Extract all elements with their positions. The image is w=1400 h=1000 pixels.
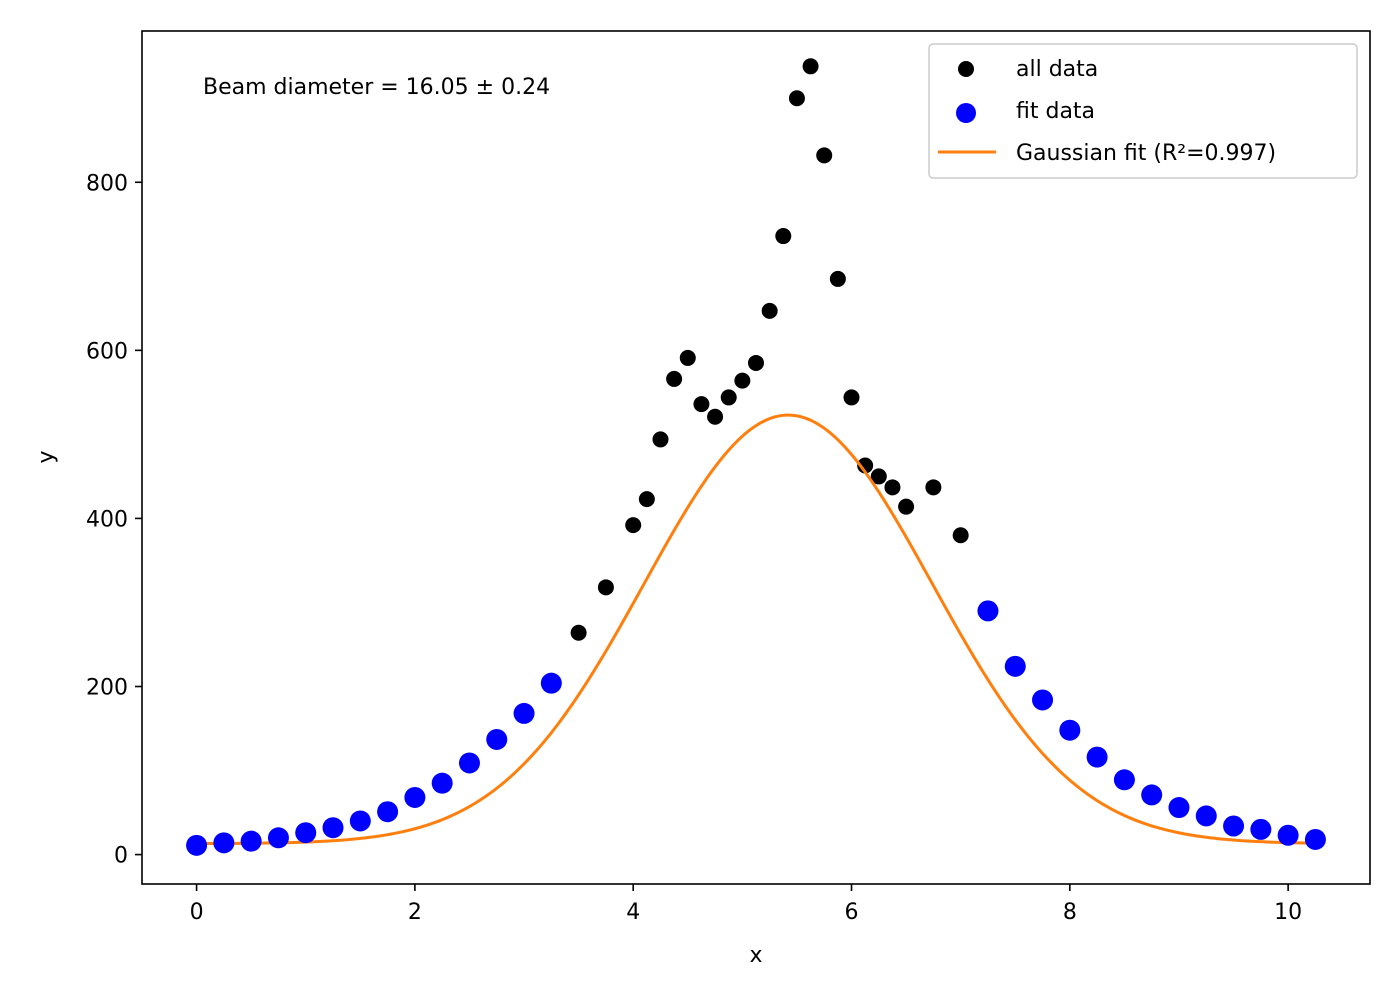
fit-data-point [458,752,480,774]
all-data-point [857,457,874,474]
fit-data-point [1086,746,1108,768]
all-data-point [638,491,655,508]
legend-marker-all-data [958,61,974,77]
x-axis-label: x [749,943,762,968]
fit-data-point [1277,824,1299,846]
all-data-point [693,396,710,413]
fit-data-point [1004,655,1026,677]
all-data-point [925,479,942,496]
all-data-point [775,228,792,245]
x-tick-label: 10 [1274,900,1302,925]
all-data-point [843,389,860,406]
y-tick-label: 800 [86,171,128,196]
y-axis-label: y [34,450,59,463]
y-tick-label: 0 [114,844,128,869]
all-data-point [625,517,642,534]
fit-data-point [377,801,399,823]
all-data-point [898,498,915,515]
all-data-point [870,468,887,485]
all-data-point [802,58,819,75]
fit-data-point [1059,719,1081,741]
fit-data-point [486,728,508,750]
all-data-point [761,302,778,319]
fit-data-point [267,827,289,849]
fit-data-point [295,822,317,844]
fit-data-point [1223,815,1245,837]
all-data-point [829,270,846,287]
fit-data-point [977,600,999,622]
legend-label-gaussian-fit: Gaussian fit (R²=0.997) [1016,141,1276,166]
x-tick-label: 8 [1063,900,1077,925]
fit-data-point [1304,828,1326,850]
all-data-point [666,370,683,387]
gaussian-fit-line [196,413,1316,846]
x-tick-label: 0 [190,900,204,925]
legend: all data fit data Gaussian fit (R²=0.997… [928,43,1358,179]
legend-marker-fit-data [956,103,976,123]
x-axis: 0 2 4 6 8 10 [190,884,1302,925]
y-axis: 0 200 400 600 800 [86,171,142,869]
beam-diameter-annotation: Beam diameter = 16.05 ± 0.24 [203,75,550,100]
all-data-point [679,349,696,366]
y-tick-label: 200 [86,676,128,701]
fit-data-point [1032,689,1054,711]
fit-data-point [186,834,208,856]
x-tick-label: 6 [845,900,859,925]
all-data-point [884,479,901,496]
legend-box [928,43,1358,179]
fit-data-point [404,786,426,808]
y-tick-label: 600 [86,339,128,364]
fit-data-point [1113,769,1135,791]
plot-frame [141,30,1371,885]
all-data-point [597,579,614,596]
fit-data-point [1195,805,1217,827]
all-data-point [748,354,764,371]
fit-data-point [1141,784,1163,806]
all-data-point [720,389,737,406]
all-data-point [570,624,587,641]
fit-data-point [513,702,535,724]
legend-label-fit-data: fit data [1016,99,1095,124]
y-tick-label: 400 [86,507,128,532]
x-tick-label: 4 [626,900,640,925]
all-data-point [952,527,969,544]
fit-data-point [349,810,371,832]
all-data-point [734,372,751,389]
all-data-point [652,431,669,448]
x-tick-label: 2 [408,900,422,925]
fit-data-point [1168,797,1190,819]
all-data-point [788,90,805,107]
legend-label-all-data: all data [1016,57,1098,82]
plot-marks [186,58,1326,856]
fit-data-point [322,817,344,839]
fit-data-point [431,772,453,794]
fit-data-point [1250,818,1272,840]
all-data-point [707,408,724,425]
fit-data-point [540,672,562,694]
fit-data-point [213,832,235,854]
fit-data-point [240,830,262,852]
all-data-point [816,147,833,164]
